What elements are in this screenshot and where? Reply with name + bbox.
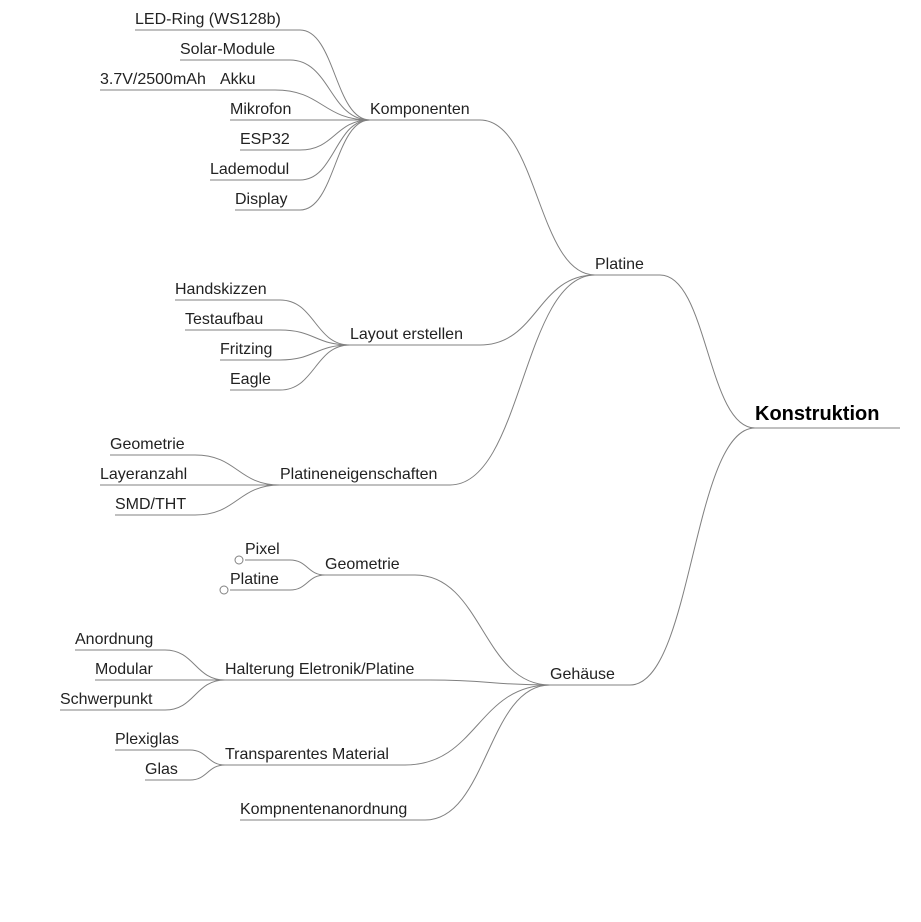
leaf-3: Mikrofon	[230, 101, 291, 118]
leaf-9: Fritzing	[220, 341, 272, 358]
leaf-20: Glas	[145, 761, 178, 778]
root-label: Konstruktion	[755, 403, 879, 425]
leaf-4: ESP32	[240, 131, 290, 148]
nodes-layer: Konstruktion Platine Gehäuse Komponenten Lay…	[60, 11, 900, 820]
leaf-19: Plexiglas	[115, 731, 179, 748]
leaf-8: Testaufbau	[185, 311, 263, 328]
connectors-layer	[165, 30, 755, 820]
node-halterung: Halterung Eletronik/Platine	[225, 661, 415, 678]
leaf-17: Modular	[95, 661, 153, 678]
leaf-7: Handskizzen	[175, 281, 267, 298]
leaf-18: Schwerpunkt	[60, 691, 153, 708]
leaf-16: Anordnung	[75, 631, 153, 648]
leaf-13: SMD/THT	[115, 496, 186, 513]
node-geh_geom: Geometrie	[325, 556, 400, 573]
mindmap-diagram: Konstruktion Platine Gehäuse Komponenten Lay…	[0, 0, 921, 922]
leaf-0: LED-Ring (WS128b)	[135, 11, 281, 28]
node-gehause: Gehäuse	[550, 666, 615, 683]
leaf-10: Eagle	[230, 371, 271, 388]
leaf-15: Platine	[230, 571, 279, 588]
leaf-2-b: Akku	[220, 71, 256, 88]
node-komp_anord: Kompnentenanordnung	[240, 801, 407, 818]
leaf-5: Lademodul	[210, 161, 289, 178]
leaf-2-a: 3.7V/2500mAh	[100, 71, 206, 88]
leaf-1: Solar-Module	[180, 41, 275, 58]
leaf-14: Pixel	[245, 541, 280, 558]
node-layout: Layout erstellen	[350, 326, 463, 343]
node-transparent: Transparentes Material	[225, 746, 389, 763]
leaf-6: Display	[235, 191, 287, 208]
leaf-11: Geometrie	[110, 436, 185, 453]
node-komponenten: Komponenten	[370, 101, 470, 118]
leaf-12: Layeranzahl	[100, 466, 187, 483]
node-platine: Platine	[595, 256, 644, 273]
node-plat_eig: Platineneigenschaften	[280, 466, 437, 483]
